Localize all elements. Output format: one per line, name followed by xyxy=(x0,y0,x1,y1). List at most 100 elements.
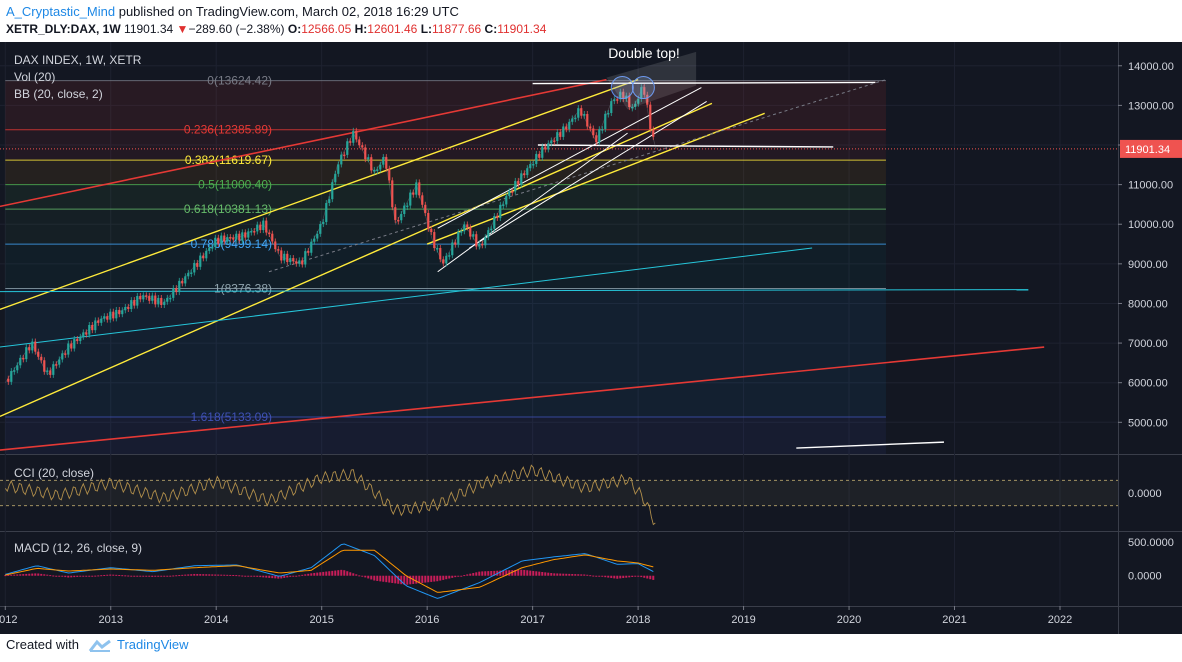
candle-body xyxy=(370,157,373,171)
high-value: 12601.46 xyxy=(367,22,418,36)
macd-line xyxy=(5,543,654,599)
candle-body xyxy=(160,297,163,305)
macd-histogram-bar xyxy=(166,575,169,577)
candle-body xyxy=(325,203,328,223)
macd-histogram-bar xyxy=(16,574,19,576)
candle-body xyxy=(295,261,298,264)
created-with-text: Created with xyxy=(6,637,79,652)
macd-histogram-bar xyxy=(52,575,55,577)
candle-body xyxy=(637,98,640,104)
macd-histogram-bar xyxy=(568,573,571,576)
macd-pane[interactable] xyxy=(0,532,1118,606)
candle-body xyxy=(37,351,40,357)
price-layer: 0(13624.42)0.236(12385.89)0.382(11619.67… xyxy=(0,42,1118,606)
candle-body xyxy=(466,224,469,228)
candle-body xyxy=(364,147,367,160)
macd-histogram-bar xyxy=(451,575,454,578)
macd-histogram-bar xyxy=(475,572,478,576)
fib-level-label: 1(8376.38) xyxy=(214,282,272,296)
macd-histogram-bar xyxy=(121,575,124,577)
candle-body xyxy=(88,324,91,335)
candle-body xyxy=(43,360,46,372)
candle-body xyxy=(340,154,343,165)
macd-histogram-bar xyxy=(226,574,229,576)
macd-histogram-bar xyxy=(34,573,37,576)
macd-histogram-bar xyxy=(454,575,457,578)
candle-body xyxy=(532,163,535,166)
candle-body xyxy=(553,140,556,142)
macd-histogram-bar xyxy=(61,575,64,577)
macd-histogram-bar xyxy=(247,575,250,577)
ohlc-line: XETR_DLY:DAX, 1W 11901.34 ▼−289.60 (−2.3… xyxy=(6,22,546,36)
macd-histogram-bar xyxy=(67,575,70,578)
macd-histogram-bar xyxy=(526,570,529,576)
macd-axis-label: 0.0000 xyxy=(1128,571,1162,583)
teal-trendline xyxy=(0,247,813,348)
macd-histogram-bar xyxy=(70,575,73,578)
time-scale[interactable] xyxy=(0,606,1182,634)
candle-body xyxy=(82,332,85,337)
macd-histogram-bar xyxy=(103,574,106,576)
macd-histogram-bar xyxy=(535,571,538,576)
macd-histogram-bar xyxy=(367,575,370,579)
price-tick-label: 5000.00 xyxy=(1128,417,1168,429)
candle-body xyxy=(583,113,586,116)
candle-body xyxy=(643,87,646,95)
candle-body xyxy=(607,112,610,115)
macd-histogram-bar xyxy=(19,574,22,576)
legend-macd: MACD (12, 26, close, 9) xyxy=(14,541,142,555)
candle-body xyxy=(172,288,175,298)
macd-histogram-bar xyxy=(199,574,202,576)
macd-histogram-bar xyxy=(583,574,586,576)
candle-body xyxy=(31,341,34,351)
candle-body xyxy=(64,353,67,355)
low-label: L: xyxy=(420,22,433,36)
macd-histogram-bar xyxy=(628,575,631,578)
macd-histogram-bar xyxy=(298,575,301,577)
candle-body xyxy=(412,192,415,195)
candle-body xyxy=(196,262,199,267)
candle-body xyxy=(136,295,139,306)
chart-area[interactable]: 0(13624.42)0.236(12385.89)0.382(11619.67… xyxy=(0,42,1182,634)
macd-histogram-bar xyxy=(364,575,367,578)
candle-body xyxy=(448,255,451,257)
macd-histogram-bar xyxy=(181,574,184,576)
macd-histogram-bar xyxy=(148,575,151,577)
author-link[interactable]: A_Cryptastic_Mind xyxy=(6,4,116,19)
candle-body xyxy=(430,228,433,233)
macd-histogram-bar xyxy=(466,574,469,576)
macd-histogram-bar xyxy=(418,575,421,584)
candle-body xyxy=(46,370,49,372)
macd-histogram-bar xyxy=(511,570,514,576)
macd-histogram-bar xyxy=(430,575,433,582)
macd-histogram-bar xyxy=(112,574,115,576)
macd-histogram-bar xyxy=(472,573,475,576)
macd-histogram-bar xyxy=(160,575,163,577)
macd-histogram-bar xyxy=(196,573,199,576)
macd-histogram-bar xyxy=(130,575,133,577)
channel-line xyxy=(437,132,628,273)
candle-body xyxy=(523,173,526,176)
fib-level-label: 0.786(9499.14) xyxy=(191,237,272,251)
macd-histogram-bar xyxy=(556,573,559,576)
price-tick-label: 10000.00 xyxy=(1128,219,1174,231)
macd-histogram-bar xyxy=(229,574,232,576)
price-scale[interactable] xyxy=(1118,42,1182,606)
candle-body xyxy=(409,192,412,206)
candle-body xyxy=(193,262,196,273)
current-price-badge xyxy=(1120,139,1182,158)
candle-body xyxy=(148,295,151,301)
candle-body xyxy=(400,213,403,221)
macd-histogram-bar xyxy=(325,571,328,576)
macd-histogram-bar xyxy=(4,575,7,577)
down-arrow-icon: ▼ xyxy=(176,22,189,36)
tradingview-link[interactable]: TradingView xyxy=(117,637,189,652)
candle-body xyxy=(277,249,280,251)
cci-pane[interactable] xyxy=(0,455,1118,531)
macd-histogram-bar xyxy=(256,575,259,577)
candle-body xyxy=(382,157,385,165)
macd-histogram-bar xyxy=(73,575,76,578)
price-pane[interactable] xyxy=(0,42,1118,454)
time-tick-label: 2016 xyxy=(415,614,439,626)
macd-histogram-bar xyxy=(445,575,448,580)
